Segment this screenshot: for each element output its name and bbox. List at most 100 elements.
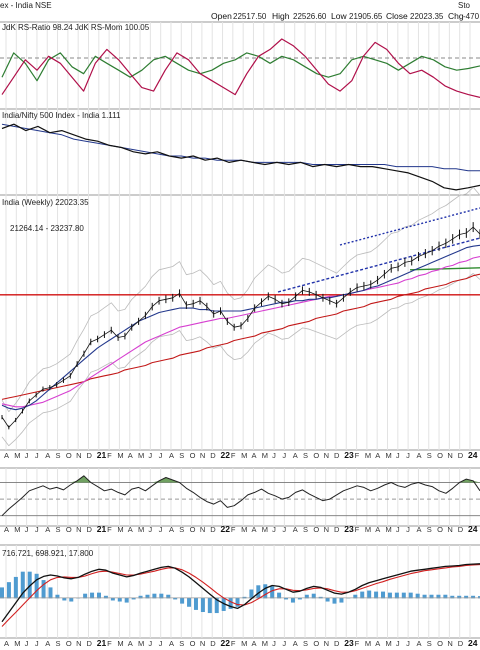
macd-histogram-bar	[450, 595, 455, 599]
macd-histogram-bar	[145, 594, 150, 599]
chg-value: -470	[463, 12, 480, 21]
x-tick-label: A	[251, 525, 256, 534]
sma-pink-line	[1, 255, 480, 408]
x-tick-label: M	[365, 525, 371, 534]
x-tick-label: D	[458, 525, 464, 534]
macd-histogram-bar	[103, 595, 108, 599]
x-tick-label: S	[179, 451, 184, 460]
rrg-legend: JdK RS-Ratio 98.24 JdK RS-Mom 100.05	[2, 23, 150, 32]
x-tick-label: O	[313, 639, 319, 648]
x-tick-label: M	[14, 525, 20, 534]
rsi-x-axis: A M J J A S O N D 21 F M A M J J A S O N D 22 F M A M J J A S O N D 23 F M A…	[4, 524, 478, 534]
x-tick-label: A	[169, 451, 174, 460]
price-x-axis: A M J J A S O N D 21 F M A M J J A S O N D 22 F M A M J J A S O N D 23 F M A…	[4, 450, 478, 460]
macd-histogram-bar	[422, 594, 427, 599]
high-label: High	[272, 11, 290, 21]
x-tick-label: S	[303, 451, 308, 460]
open-value: 22517.50	[233, 12, 267, 21]
x-tick-label: M	[14, 451, 20, 460]
macd-histogram-bar	[408, 592, 413, 599]
x-tick-label: J	[396, 451, 400, 460]
x-tick-label: M	[386, 451, 392, 460]
x-tick-label: S	[427, 525, 432, 534]
sma-red-line	[1, 273, 480, 400]
x-tick-label: J	[272, 451, 276, 460]
x-tick-label: J	[282, 525, 286, 534]
macd-histogram-bar	[96, 592, 101, 599]
macd-histogram-bar	[173, 597, 178, 600]
x-tick-label: N	[447, 639, 452, 648]
x-tick-label: J	[406, 451, 410, 460]
macd-histogram-bar	[200, 597, 205, 613]
x-tick-label: 24	[468, 450, 478, 460]
x-tick-label: M	[386, 525, 392, 534]
rs-legend: India/Nifty 500 Index - India 1.111	[2, 111, 121, 120]
x-tick-label: M	[138, 525, 144, 534]
macd-histogram-bar	[249, 589, 254, 599]
x-tick-label: M	[14, 639, 20, 648]
x-tick-label: O	[66, 451, 72, 460]
x-tick-label: J	[282, 451, 286, 460]
x-tick-label: J	[25, 451, 29, 460]
macd-histogram-bar	[235, 597, 240, 607]
macd-histogram-bar	[6, 582, 11, 599]
x-tick-label: 24	[468, 524, 478, 534]
x-tick-label: M	[241, 639, 247, 648]
chart-title: ex - India NSE	[0, 1, 52, 10]
x-tick-label: A	[293, 639, 298, 648]
macd-histogram-bar	[69, 597, 74, 602]
trend-channel-upper	[339, 207, 480, 246]
x-tick-label: 22	[221, 638, 231, 648]
x-tick-label: F	[355, 525, 360, 534]
x-tick-label: 23	[344, 450, 354, 460]
x-tick-label: J	[272, 639, 276, 648]
price-legend: India (Weekly) 22023.35	[2, 198, 89, 207]
macd-histogram-bar	[277, 592, 282, 599]
x-tick-label: M	[117, 639, 123, 648]
x-tick-label: D	[210, 639, 216, 648]
macd-histogram-bar	[436, 594, 441, 599]
x-tick-label: O	[190, 525, 196, 534]
x-tick-label: A	[416, 451, 421, 460]
ma-values-legend: 21264.14 - 23237.80	[10, 224, 84, 233]
macd-panel-frame	[0, 544, 480, 639]
macd-histogram-bar	[284, 597, 289, 600]
x-tick-label: M	[138, 639, 144, 648]
x-tick-label: J	[35, 639, 39, 648]
x-tick-label: S	[179, 525, 184, 534]
x-tick-label: S	[303, 639, 308, 648]
rs-ratio-line	[1, 38, 480, 98]
x-tick-label: N	[324, 639, 329, 648]
x-tick-label: O	[190, 639, 196, 648]
x-tick-label: D	[86, 639, 92, 648]
x-tick-label: A	[251, 639, 256, 648]
x-tick-label: F	[231, 525, 236, 534]
x-tick-label: M	[241, 451, 247, 460]
x-tick-label: F	[231, 451, 236, 460]
macd-histogram-bar	[124, 597, 129, 603]
macd-histogram-bar	[13, 576, 18, 599]
macd-histogram-bar	[429, 594, 434, 599]
macd-histogram-bar	[415, 593, 420, 599]
macd-legend: 716.721, 698.921, 17.800	[2, 549, 94, 558]
x-tick-label: O	[66, 525, 72, 534]
x-tick-label: M	[365, 451, 371, 460]
x-tick-label: J	[25, 525, 29, 534]
x-tick-label: S	[427, 639, 432, 648]
macd-histogram-bar	[374, 591, 379, 599]
x-tick-label: N	[76, 639, 81, 648]
x-tick-label: N	[200, 525, 205, 534]
macd-histogram-bar	[193, 597, 198, 610]
x-tick-label: J	[25, 639, 29, 648]
x-tick-label: D	[334, 639, 340, 648]
macd-histogram-bar	[360, 591, 365, 599]
x-tick-label: A	[45, 451, 50, 460]
x-tick-label: A	[416, 639, 421, 648]
macd-histogram-bar	[394, 592, 399, 599]
macd-histogram-bar	[325, 597, 330, 602]
x-tick-label: N	[76, 525, 81, 534]
high-value: 22526.60	[293, 12, 327, 21]
macd-histogram-bar	[401, 592, 406, 599]
x-tick-label: M	[262, 451, 268, 460]
x-tick-label: A	[169, 639, 174, 648]
